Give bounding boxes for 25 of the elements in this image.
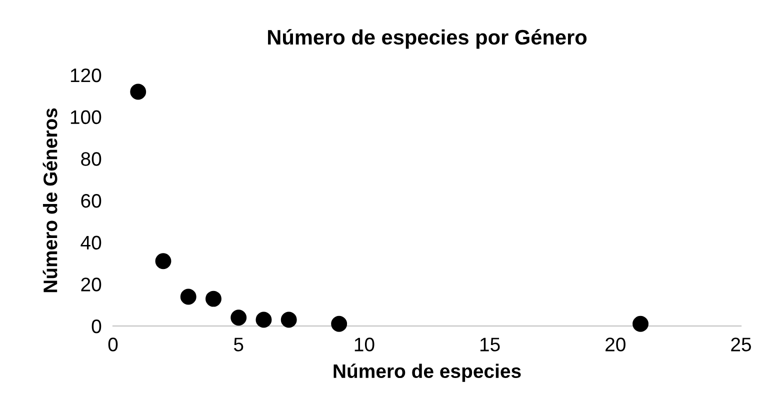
- point: [331, 316, 348, 332]
- chart-title: Número de especies por Género: [268, 29, 587, 49]
- y-axis-title: Número de Géneros: [42, 108, 58, 292]
- point: [130, 84, 146, 100]
- y-tick-label: 60: [81, 194, 102, 208]
- point: [180, 288, 196, 305]
- x-tick-label: 5: [234, 338, 244, 352]
- point: [632, 316, 648, 332]
- x-tick-label: 10: [354, 338, 374, 352]
- point: [256, 312, 272, 328]
- y-tick-label: 120: [70, 68, 102, 82]
- y-tick-label: 40: [80, 236, 102, 250]
- x-tick-label: 25: [731, 338, 751, 352]
- y-tick-label: 0: [92, 319, 102, 334]
- y-tick-label: 20: [81, 278, 102, 292]
- point: [155, 253, 172, 270]
- point: [280, 312, 297, 328]
- y-tick-label: 80: [81, 152, 102, 166]
- point: [230, 310, 247, 326]
- y-tick-label: 100: [70, 110, 102, 124]
- point: [206, 290, 222, 307]
- x-tick-label: 0: [108, 338, 118, 352]
- x-tick-label: 15: [480, 338, 500, 352]
- x-axis-title: Número de especies: [334, 364, 521, 382]
- x-tick-label: 20: [606, 338, 626, 352]
